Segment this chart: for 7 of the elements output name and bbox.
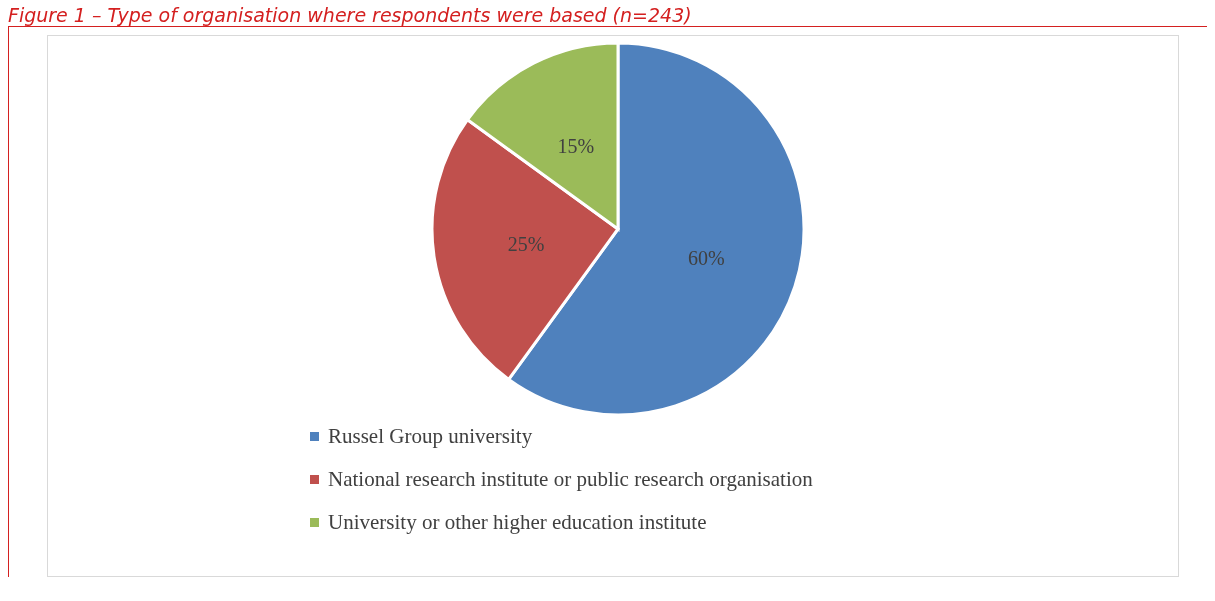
legend-label: Russel Group university — [327, 423, 534, 450]
legend-label: University or other higher education institute — [327, 509, 708, 536]
data-label: 60% — [688, 246, 725, 269]
data-label: 15% — [557, 135, 595, 158]
legend-label: National research institute or public research organisation — [327, 466, 814, 493]
chart-title: Figure 1 – Type of organisation where respondents were based (n=243) — [8, 4, 693, 26]
data-label: 25% — [507, 232, 545, 255]
